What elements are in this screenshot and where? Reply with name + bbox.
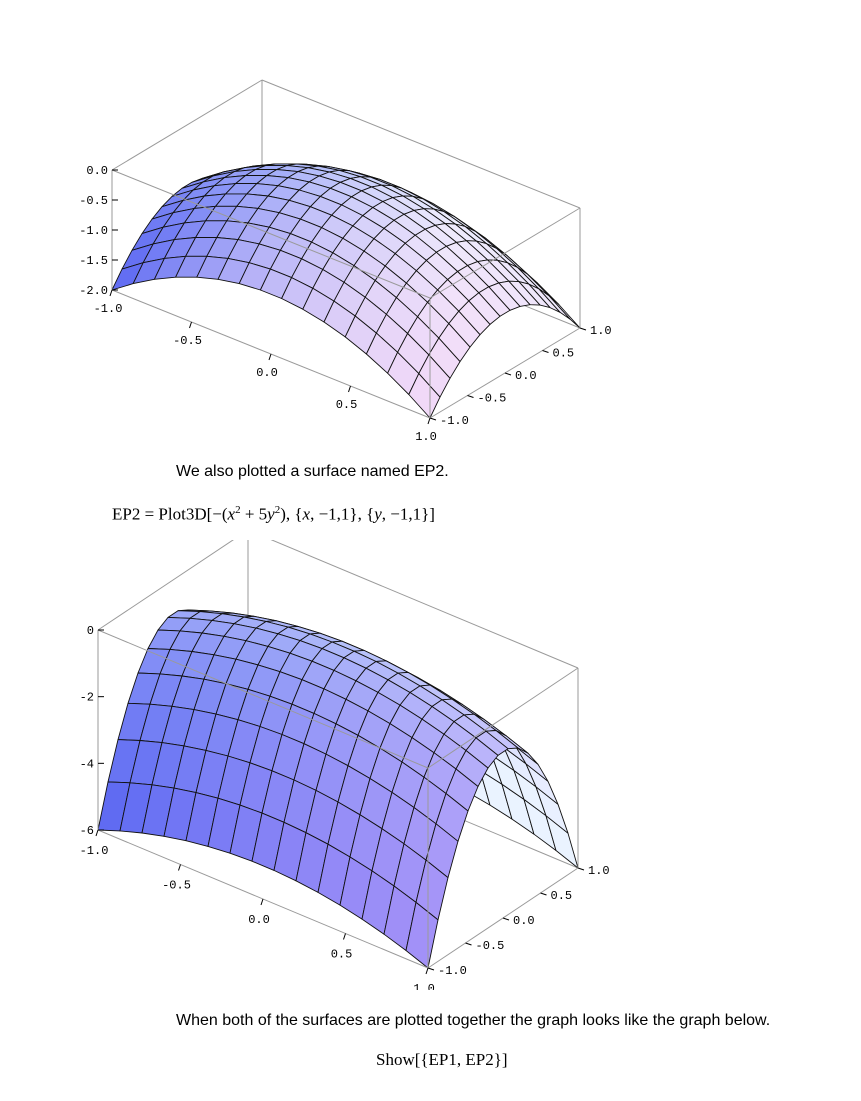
y-tick-label: -1.0 [438, 964, 467, 978]
z-tick-label: -2.0 [79, 284, 108, 298]
z-tick-label: -1.0 [79, 224, 108, 238]
box-edge-front [427, 667, 579, 769]
y-tick-label: 1.0 [588, 864, 610, 878]
y-tick-label: 0.5 [553, 347, 575, 361]
show-formula: Show[{EP1, EP2}] [376, 1050, 508, 1069]
z-tick-label: 0 [87, 624, 94, 638]
box-edge-back [270, 540, 579, 669]
x-tick-label: 1.0 [413, 982, 435, 990]
ep2-surface-plot: -1.0 -0.5 0.0 0.5 1.0 1.0 0.5 0.0 -0.5 -1.0 0 -2 -4 -… [0, 540, 861, 990]
y-tick-label: 0.0 [513, 914, 535, 928]
x-tick-mark [260, 898, 264, 906]
box-edge-front [111, 169, 431, 299]
ep1-surface-plot: -1.0 -0.5 0.0 0.5 1.0 1.0 0.5 0.0 -0.5 -1.0 0.0 -0.… [0, 0, 861, 450]
ep2-intro-caption: We also plotted a surface named EP2. [176, 463, 449, 480]
y-tick-mark [542, 350, 549, 353]
x-tick-mark [343, 933, 346, 940]
x-tick-mark [268, 353, 272, 361]
y-tick-label: -0.5 [478, 392, 507, 406]
x-tick-mark [427, 417, 431, 425]
x-tick-label: 0.0 [256, 366, 278, 380]
y-tick-mark [465, 942, 472, 946]
x-tick-mark [425, 967, 429, 975]
y-tick-mark [502, 917, 510, 921]
ep2-formula: EP2 = Plot3D[−(x2 + 5y2), {x, −1,1}, {y,… [112, 504, 435, 524]
y-tick-mark [577, 867, 585, 871]
x-tick-mark [348, 385, 351, 393]
y-tick-label: 0.0 [515, 369, 537, 383]
y-tick-mark [427, 967, 435, 971]
x-tick-label: -0.5 [162, 879, 191, 893]
x-tick-mark [95, 829, 99, 837]
surface-mesh-cell [408, 373, 441, 419]
x-tick-label: 0.5 [331, 948, 353, 962]
surface-mesh-cell [405, 901, 439, 969]
z-tick-label: -1.5 [79, 254, 108, 268]
x-tick-mark [189, 321, 192, 329]
z-tick-label: -0.5 [79, 194, 108, 208]
y-tick-label: -0.5 [476, 939, 505, 953]
z-tick-label: -4 [80, 757, 94, 771]
x-tick-label: 0.0 [248, 913, 270, 927]
x-tick-label: -1.0 [94, 302, 123, 316]
y-tick-label: 1.0 [590, 324, 612, 338]
y-tick-mark [429, 417, 437, 421]
y-tick-mark [579, 327, 587, 331]
z-tick-label: 0.0 [86, 164, 108, 178]
y-tick-mark [504, 372, 512, 376]
x-tick-label: -0.5 [173, 334, 202, 348]
box-edge-front [429, 207, 581, 299]
x-tick-mark [109, 289, 113, 297]
ep1-surface-svg: -1.0 -0.5 0.0 0.5 1.0 1.0 0.5 0.0 -0.5 -1.0 0.0 -0.… [79, 79, 612, 444]
y-tick-mark [540, 892, 547, 896]
x-tick-label: -1.0 [80, 844, 109, 858]
x-tick-mark [178, 864, 181, 871]
y-tick-label: 0.5 [551, 889, 573, 903]
box-edge-back [261, 79, 581, 209]
x-tick-label: 0.5 [336, 398, 358, 412]
both-surfaces-caption: When both of the surfaces are plotted to… [176, 1012, 771, 1029]
box-edge-back [111, 79, 263, 171]
box-edge-front [97, 629, 429, 769]
ep2-surface-svg: -1.0 -0.5 0.0 0.5 1.0 1.0 0.5 0.0 -0.5 -1.0 0 -2 -4 -… [80, 540, 610, 990]
z-tick-label: -2 [80, 691, 94, 705]
x-tick-label: 1.0 [415, 430, 437, 444]
z-tick-label: -6 [80, 824, 94, 838]
y-tick-label: -1.0 [440, 414, 469, 428]
box-edge-back [97, 540, 234, 631]
y-tick-mark [467, 395, 474, 398]
